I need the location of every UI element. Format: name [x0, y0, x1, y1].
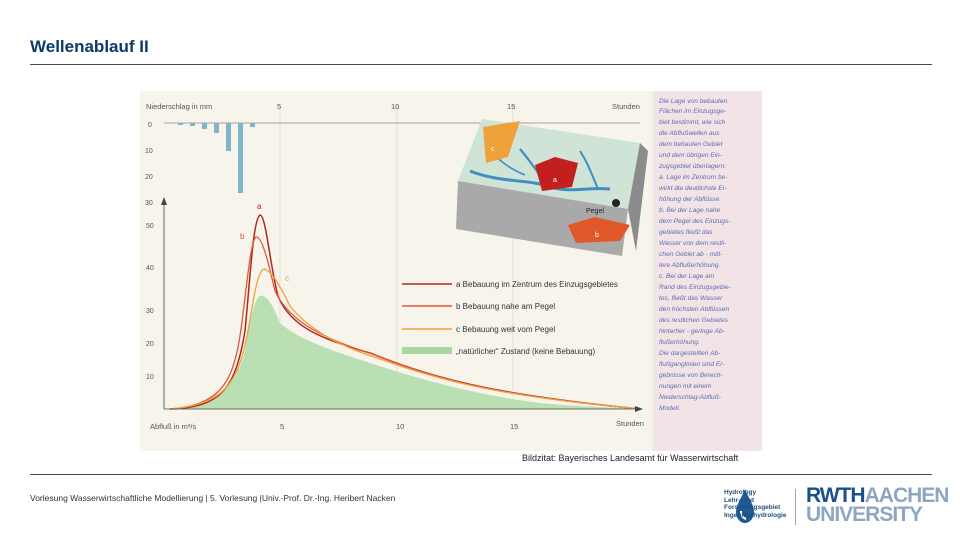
flow-axis-label: Abfluß in m³/s	[150, 422, 197, 431]
rain-bar	[178, 123, 183, 125]
side-text-line: dem bebauten Gebiet	[659, 141, 724, 148]
precip-tick: 10	[145, 148, 153, 155]
area-a	[535, 157, 578, 191]
curve-letter-b: b	[240, 232, 245, 241]
side-text-line: c. Bei der Lage am	[659, 273, 715, 280]
hydrology-logo-line: Forschungsgebiet	[724, 504, 781, 512]
logo-separator	[795, 489, 796, 525]
time-tick-top: 15	[507, 102, 515, 111]
time-tick-bottom: 5	[280, 422, 284, 431]
rwth-logo-aachen: AACHEN	[864, 484, 950, 507]
side-text-line: Flächen im Einzugsge-	[659, 108, 727, 115]
side-text-line: tes, fließt das Wasser	[659, 295, 723, 302]
hydrology-logo-line: Lehr- und	[724, 496, 754, 504]
area-c	[483, 121, 520, 163]
rain-bar	[214, 123, 219, 133]
rwth-logo-university: UNIVERSITY	[806, 503, 923, 526]
flow-tick: 10	[146, 374, 154, 381]
hydrograph-figure: Niederschlag in mm 0 10 20 30 5 10 15 St…	[140, 91, 762, 451]
side-text-line: und dem übrigen Ein-	[659, 152, 723, 159]
legend-entry-a: a Bebauung im Zentrum des Einzugsgebiete…	[456, 280, 618, 289]
catchment-map: c a b Pegel	[456, 119, 648, 256]
precip-tick: 30	[145, 200, 153, 207]
side-text-line: nungen mit einem	[659, 383, 712, 390]
side-text-line: den höchsten Abflüssen	[659, 306, 729, 313]
side-text-line: flußganglinien sind Er-	[659, 361, 725, 368]
flow-tick: 30	[146, 308, 154, 315]
rain-bar	[190, 123, 195, 126]
rain-bar	[238, 123, 243, 193]
time-unit-top: Stunden	[612, 102, 640, 111]
flow-tick: 40	[146, 265, 154, 272]
rain-bar	[226, 123, 231, 151]
footer-text: Vorlesung Wasserwirtschaftliche Modellie…	[30, 493, 396, 503]
time-tick-bottom: 10	[396, 422, 404, 431]
side-text-line: gebietes fließt das	[659, 229, 713, 236]
legend-swatch-natural	[402, 347, 452, 354]
side-text-line: Die Lage von bebauten	[659, 98, 728, 105]
curve-letter-c: c	[285, 274, 289, 283]
side-text-line: lere Abflußerhöhung.	[659, 262, 721, 269]
hydrology-logo-line: Ingenieurhydrologie	[724, 511, 787, 519]
side-text-line: flußerhöhung.	[659, 339, 700, 346]
rwth-logo: RWTHAACHEN UNIVERSITY	[806, 484, 950, 526]
map-label-c: c	[491, 146, 495, 153]
side-text-line: hinterher - geringe Ab-	[659, 328, 726, 335]
time-tick-top: 5	[277, 102, 281, 111]
legend: a Bebauung im Zentrum des Einzugsgebiete…	[402, 280, 618, 356]
legend-entry-c: c Bebauung weit vom Pegel	[456, 325, 555, 334]
side-text-line: Rand des Einzugsgebie-	[659, 284, 732, 291]
precip-tick: 20	[145, 174, 153, 181]
slide-title: Wellenablauf II	[30, 37, 149, 56]
side-text-line: Die dargestellten Ab-	[659, 350, 721, 357]
side-text-line: Wasser von dem restli-	[659, 240, 727, 247]
legend-entry-b: b Bebauung nahe am Pegel	[456, 302, 555, 311]
image-caption: Bildzitat: Bayerisches Landesamt für Was…	[522, 453, 739, 463]
side-text-line: die Abflußwellen aus	[659, 130, 720, 137]
legend-entry-natural: „natürlicher“ Zustand (keine Bebauung)	[456, 347, 596, 356]
side-text-line: Modell.	[659, 405, 680, 412]
side-text-line: biet bestimmt, wie sich	[659, 119, 726, 126]
side-text-line: a. Lage im Zentrum be-	[659, 174, 728, 181]
water-drop-icon	[736, 489, 754, 523]
hydrology-logo-text: Hydrology Lehr- und Forschungsgebiet Ing…	[724, 489, 786, 519]
time-tick-top: 10	[391, 102, 399, 111]
map-label-a: a	[553, 177, 557, 184]
side-text-line: gebnisse von Berech-	[659, 372, 724, 379]
side-text-line: b. Bei der Lage nahe	[659, 207, 721, 214]
rain-bar	[250, 123, 255, 127]
side-description: Die Lage von bebauten Flächen im Einzugs…	[658, 98, 732, 412]
time-unit-bottom: Stunden	[616, 419, 644, 428]
side-text-line: des restlichen Gebietes	[659, 317, 729, 324]
rwth-logo-main: RWTH	[806, 484, 866, 507]
footer-divider	[30, 474, 932, 475]
curve-letter-a: a	[257, 202, 262, 211]
side-text-line: chen Gebiet ab - mitt-	[659, 251, 723, 258]
time-tick-bottom: 15	[510, 422, 518, 431]
map-label-pegel: Pegel	[586, 208, 604, 215]
side-text-line: höhung der Abflüsse.	[659, 196, 721, 203]
map-label-b: b	[595, 232, 599, 239]
area-b	[568, 217, 630, 243]
hydrograph-svg: Niederschlag in mm 0 10 20 30 5 10 15 St…	[140, 91, 762, 451]
side-text-line: wirkt die deutlichste Er-	[659, 185, 728, 192]
header-divider	[30, 64, 932, 65]
curve-c	[169, 268, 641, 410]
side-panel	[653, 91, 762, 451]
natural-flow-area	[170, 295, 640, 409]
hydrology-logo-line: Hydrology	[724, 489, 757, 496]
side-text-line: zugsgebiet überlagern:	[658, 163, 726, 170]
flow-tick: 20	[146, 341, 154, 348]
side-text-line: Niederschlag-Abfluß-	[659, 394, 722, 401]
side-text-line: dem Pegel des Einzugs-	[659, 218, 731, 225]
flow-tick: 50	[146, 223, 154, 230]
precip-tick: 0	[148, 122, 152, 129]
rain-bar	[202, 123, 207, 129]
precip-axis-label: Niederschlag in mm	[146, 102, 212, 111]
